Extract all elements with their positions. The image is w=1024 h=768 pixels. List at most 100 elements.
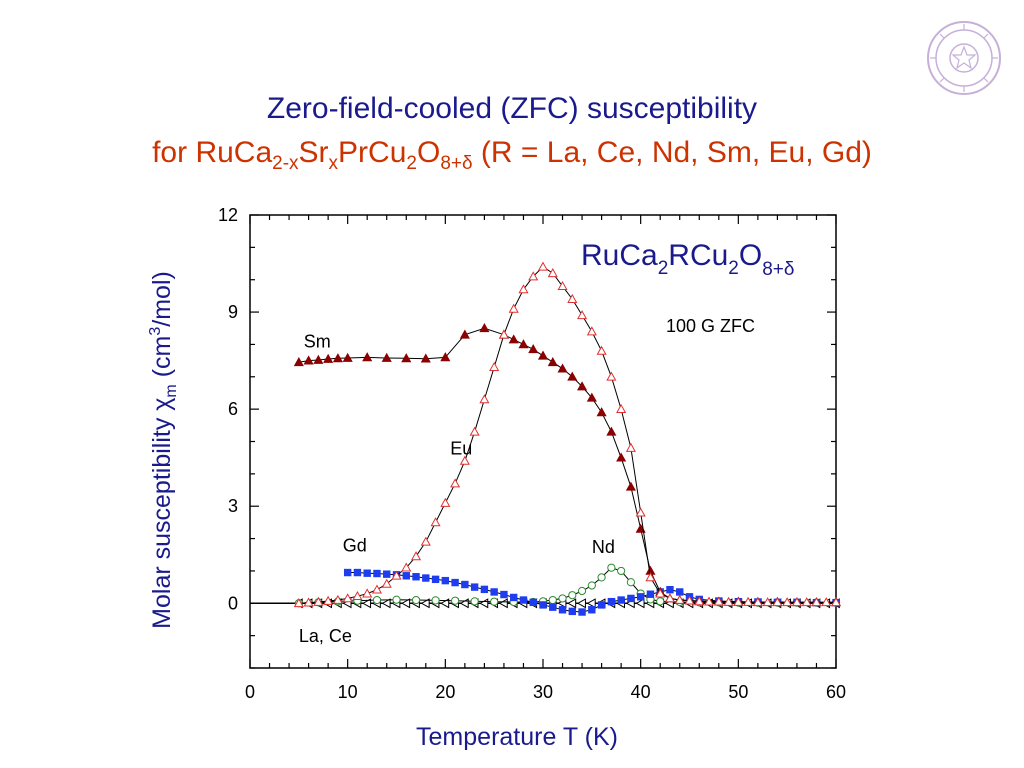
x-tick-label: 0 bbox=[245, 682, 255, 702]
data-point bbox=[782, 597, 793, 607]
data-point bbox=[343, 568, 352, 577]
data-point bbox=[431, 575, 440, 584]
data-point bbox=[528, 271, 539, 281]
data-point bbox=[577, 381, 588, 391]
subtitle-part: 8+δ bbox=[440, 153, 473, 174]
data-point bbox=[381, 598, 391, 609]
data-point bbox=[547, 268, 558, 278]
data-point bbox=[576, 598, 586, 609]
series-line bbox=[298, 327, 836, 603]
data-point bbox=[293, 356, 304, 367]
data-point bbox=[588, 606, 596, 614]
y-tick-label: 0 bbox=[228, 593, 238, 613]
data-point bbox=[664, 593, 676, 603]
data-point bbox=[586, 326, 597, 336]
data-point bbox=[498, 329, 509, 339]
data-point bbox=[723, 596, 734, 606]
data-point bbox=[479, 323, 490, 333]
data-point bbox=[548, 595, 557, 605]
subtitle-part: (R = La, Ce, Nd, Sm, Eu, Gd) bbox=[472, 136, 872, 169]
data-point bbox=[713, 596, 724, 606]
data-point bbox=[557, 280, 568, 291]
data-point bbox=[489, 361, 500, 371]
data-point bbox=[332, 353, 343, 363]
y-label-sup: 3 bbox=[147, 327, 164, 336]
data-point bbox=[694, 596, 705, 606]
data-point bbox=[666, 585, 674, 594]
data-point bbox=[626, 578, 636, 587]
x-tick-label: 40 bbox=[631, 682, 651, 702]
data-point bbox=[490, 588, 498, 596]
series-label: La, Ce bbox=[299, 626, 352, 646]
subtitle-part: x bbox=[328, 153, 339, 174]
data-point bbox=[607, 597, 616, 606]
data-point bbox=[332, 594, 343, 604]
data-point bbox=[625, 442, 636, 452]
series-eu: Eu bbox=[293, 261, 842, 608]
data-point bbox=[577, 310, 588, 320]
data-point bbox=[801, 597, 812, 607]
y-label-sub: m bbox=[163, 384, 180, 397]
y-label-part: (cm bbox=[148, 336, 176, 385]
data-point bbox=[508, 334, 519, 344]
data-point bbox=[635, 598, 645, 609]
data-point bbox=[645, 572, 656, 582]
data-point bbox=[617, 566, 626, 576]
data-point bbox=[451, 596, 460, 605]
data-point bbox=[353, 568, 362, 577]
data-point bbox=[547, 356, 558, 367]
y-tick-label: 9 bbox=[228, 302, 238, 322]
data-point bbox=[830, 597, 842, 607]
series-line bbox=[298, 266, 836, 604]
data-point bbox=[420, 353, 431, 363]
data-point bbox=[567, 598, 577, 609]
university-seal-logo bbox=[927, 21, 1001, 95]
data-point bbox=[528, 344, 539, 354]
subtitle-part: 2 bbox=[406, 153, 417, 174]
data-point bbox=[303, 597, 314, 607]
data-point bbox=[703, 596, 715, 606]
inset-sub: 2 bbox=[728, 258, 739, 279]
data-point bbox=[459, 455, 470, 465]
data-point bbox=[391, 570, 402, 580]
data-point bbox=[371, 584, 383, 594]
data-point bbox=[616, 452, 627, 462]
series-label: Sm bbox=[304, 332, 331, 352]
data-point bbox=[500, 590, 508, 599]
data-point bbox=[470, 583, 479, 591]
x-tick-label: 60 bbox=[826, 682, 846, 702]
data-point bbox=[440, 497, 451, 507]
data-point bbox=[352, 590, 363, 601]
data-point bbox=[402, 572, 410, 580]
data-point bbox=[459, 598, 469, 609]
subtitle-part: O bbox=[416, 136, 441, 169]
inset-part: O bbox=[739, 239, 762, 272]
data-point bbox=[342, 593, 353, 603]
data-point bbox=[674, 594, 685, 604]
data-point bbox=[422, 574, 430, 582]
data-point bbox=[420, 598, 430, 609]
series-label: Nd bbox=[592, 537, 615, 557]
slide-title: Zero-field-cooled (ZFC) susceptibility bbox=[266, 92, 758, 125]
data-point bbox=[791, 597, 802, 607]
data-point bbox=[383, 570, 391, 578]
data-point bbox=[363, 569, 371, 577]
data-point bbox=[313, 596, 324, 606]
data-point bbox=[518, 339, 529, 349]
data-point bbox=[529, 598, 537, 607]
data-point bbox=[323, 595, 334, 605]
field-annotation: 100 G ZFC bbox=[666, 316, 755, 336]
data-point bbox=[401, 598, 411, 609]
data-point bbox=[459, 329, 470, 339]
x-tick-label: 10 bbox=[338, 682, 358, 702]
data-point bbox=[743, 596, 754, 606]
data-point bbox=[342, 352, 353, 362]
data-point bbox=[313, 354, 324, 364]
subtitle-part: 2-x bbox=[272, 153, 299, 174]
data-point bbox=[606, 371, 617, 381]
data-point bbox=[635, 507, 646, 517]
data-point bbox=[401, 562, 412, 572]
x-tick-label: 50 bbox=[728, 682, 748, 702]
data-point bbox=[607, 563, 616, 572]
data-point bbox=[362, 352, 373, 362]
